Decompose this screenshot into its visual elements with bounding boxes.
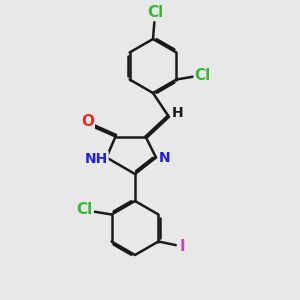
Text: N: N (159, 151, 171, 165)
Text: NH: NH (84, 152, 108, 166)
Text: Cl: Cl (195, 68, 211, 82)
Text: I: I (180, 239, 185, 254)
Text: O: O (81, 114, 94, 129)
Text: H: H (172, 106, 183, 120)
Text: Cl: Cl (76, 202, 93, 217)
Text: Cl: Cl (147, 5, 163, 20)
